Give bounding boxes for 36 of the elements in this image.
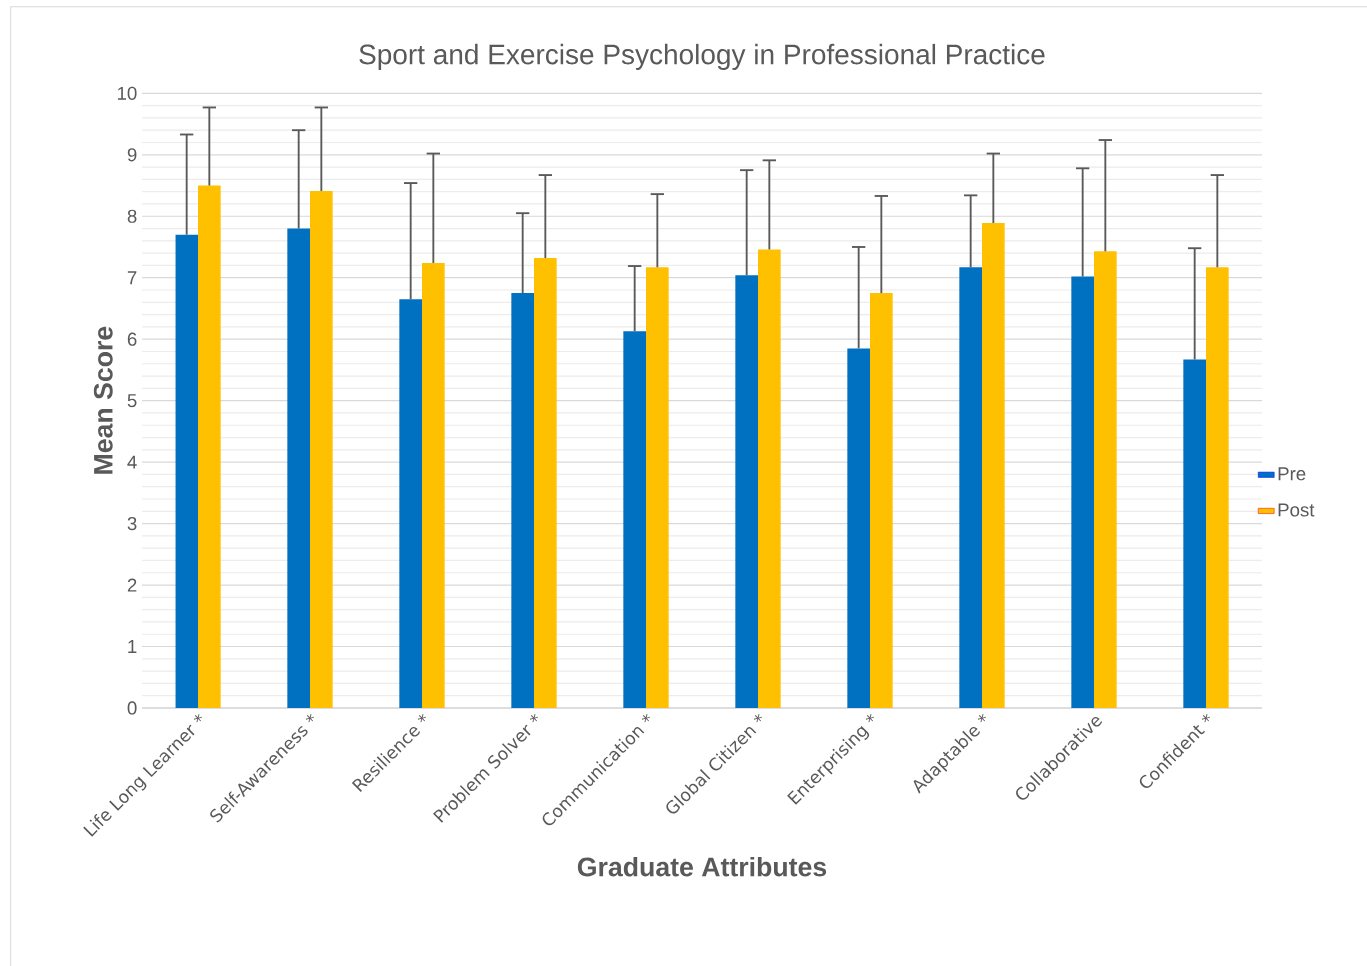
bar — [175, 234, 199, 708]
y-axis-title: Mean Score — [93, 326, 113, 474]
bar — [310, 191, 333, 708]
y-tick-label: 0 — [127, 701, 137, 715]
bar — [1094, 251, 1117, 708]
bar — [847, 348, 870, 708]
y-tick-label: 4 — [127, 455, 137, 469]
bar — [287, 228, 311, 708]
bar — [982, 223, 1005, 708]
bar — [1071, 276, 1094, 708]
y-tick-label: 5 — [127, 394, 137, 408]
bar — [758, 249, 781, 708]
y-tick-label: 9 — [127, 148, 137, 162]
chart-title: Sport and Exercise Psychology in Professional Practice — [359, 43, 1045, 70]
legend-label: Post — [1278, 503, 1315, 517]
legend-label: Pre — [1278, 467, 1306, 481]
y-tick-label: 8 — [127, 209, 137, 223]
bar — [646, 267, 669, 708]
bar — [198, 185, 221, 708]
y-tick-label: 2 — [127, 578, 137, 592]
bar — [1206, 267, 1229, 708]
bar — [511, 293, 535, 708]
y-tick-label: 7 — [127, 271, 137, 285]
y-tick-label: 6 — [127, 332, 137, 346]
bar — [870, 293, 893, 708]
y-tick-label: 10 — [117, 86, 137, 100]
bar — [623, 331, 647, 708]
bar — [1183, 359, 1206, 708]
y-tick-label: 3 — [127, 516, 137, 531]
bar — [399, 299, 423, 708]
x-axis-title: Graduate Attributes — [577, 856, 827, 877]
bar — [959, 267, 982, 708]
bar — [534, 258, 557, 708]
bar — [735, 275, 759, 708]
bar — [422, 262, 445, 708]
y-tick-label: 1 — [128, 640, 137, 653]
